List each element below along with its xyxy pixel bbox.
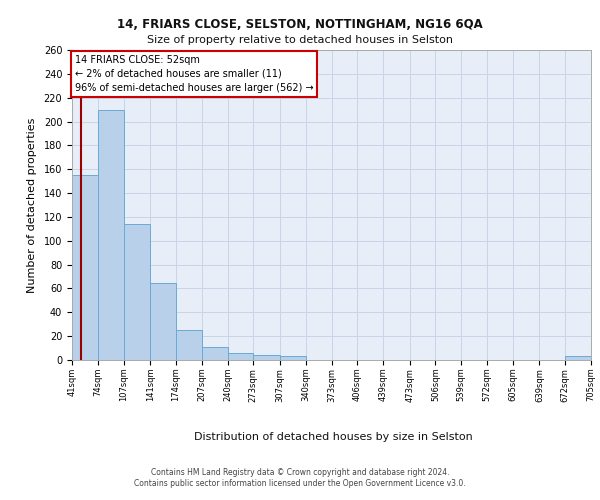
Bar (72, 175, 98, 360)
Bar (280, 356, 306, 360)
Bar (565, 356, 591, 360)
Text: Size of property relative to detached houses in Selston: Size of property relative to detached ho… (147, 35, 453, 45)
Bar (124, 224, 150, 360)
Bar (176, 330, 202, 360)
Bar (150, 282, 176, 360)
Bar (253, 355, 280, 360)
Text: 14, FRIARS CLOSE, SELSTON, NOTTINGHAM, NG16 6QA: 14, FRIARS CLOSE, SELSTON, NOTTINGHAM, N… (117, 18, 483, 30)
Text: 14 FRIARS CLOSE: 52sqm
← 2% of detached houses are smaller (11)
96% of semi-deta: 14 FRIARS CLOSE: 52sqm ← 2% of detached … (74, 54, 313, 92)
Bar (202, 347, 227, 360)
Y-axis label: Number of detached properties: Number of detached properties (27, 118, 37, 292)
Text: Contains HM Land Registry data © Crown copyright and database right 2024.
Contai: Contains HM Land Registry data © Crown c… (134, 468, 466, 487)
Bar (227, 353, 253, 360)
Text: Distribution of detached houses by size in Selston: Distribution of detached houses by size … (194, 432, 472, 442)
Bar (98, 110, 124, 360)
